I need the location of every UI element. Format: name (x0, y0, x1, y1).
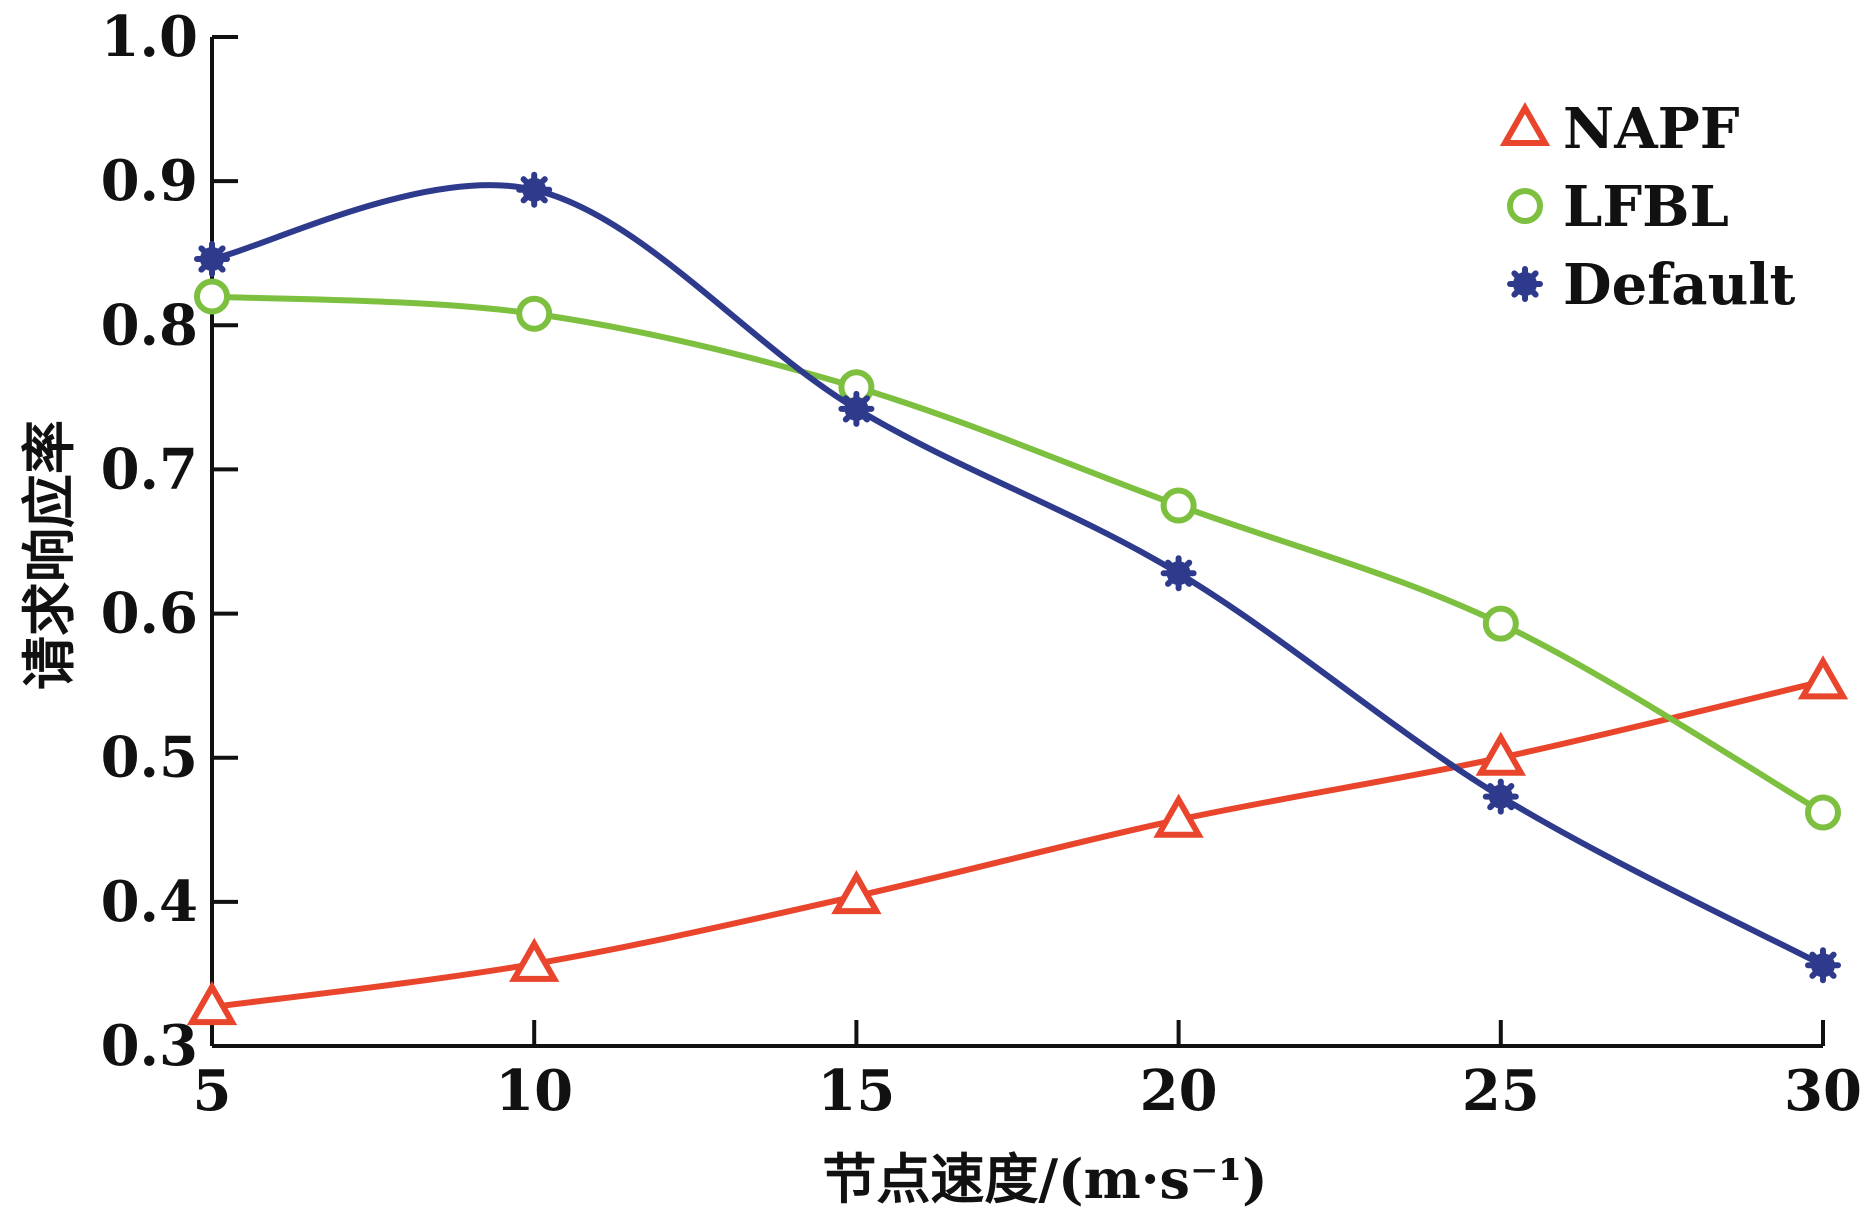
y-tick-label: 0.4 (101, 869, 198, 935)
y-tick-label: 1.0 (101, 4, 198, 70)
y-tick-label: 0.9 (101, 148, 198, 214)
legend: NAPF LFBL Default (1499, 96, 1796, 318)
y-axis-title: 请求响应率 (17, 420, 81, 690)
legend-marker-default (1507, 266, 1543, 302)
data-point-default (1482, 778, 1519, 815)
data-point-default-ray (1809, 951, 1837, 979)
legend-label-napf: NAPF (1563, 96, 1740, 162)
series-napf (186, 655, 1849, 1026)
data-point-napf (186, 981, 238, 1026)
data-point-napf (1153, 793, 1204, 838)
x-tick-label: 15 (817, 1058, 895, 1124)
data-point-default (516, 171, 553, 208)
y-tick-label: 0.7 (101, 436, 198, 502)
data-point-default (194, 240, 230, 277)
data-point-default-ray (1487, 783, 1515, 811)
y-tick-label: 0.3 (101, 1013, 198, 1079)
series-line-napf (209, 678, 1826, 1011)
x-axis-title: 节点速度/(m·s⁻¹) (822, 1147, 1267, 1211)
data-point-default-ray (198, 245, 226, 273)
y-tick-label: 0.6 (101, 581, 198, 647)
legend-marker-default-ray (1511, 270, 1539, 298)
legend-label-default: Default (1563, 252, 1796, 318)
data-point-default-ray (520, 176, 548, 204)
data-point-lfbl (1482, 605, 1519, 642)
data-point-napf (509, 937, 560, 982)
data-point-default-ray (842, 395, 871, 423)
legend-label-lfbl: LFBL (1563, 174, 1729, 240)
data-point-napf (1475, 731, 1526, 776)
series-default (194, 171, 1841, 984)
x-tick-label: 20 (1140, 1058, 1218, 1124)
series-layer (186, 171, 1849, 1026)
data-point-default (1805, 947, 1841, 984)
data-point-lfbl (1160, 487, 1197, 524)
data-point-napf (831, 870, 882, 915)
data-point-napf (1797, 655, 1849, 700)
data-point-default-ray (1164, 559, 1193, 587)
x-tick-label: 25 (1462, 1058, 1540, 1124)
legend-marker-napf (1499, 101, 1551, 146)
y-tick-label: 0.5 (101, 725, 198, 791)
data-point-lfbl (1805, 794, 1841, 831)
data-point-lfbl (516, 295, 553, 332)
x-tick-label: 30 (1784, 1058, 1862, 1124)
data-point-lfbl (194, 278, 230, 315)
y-tick-label: 0.8 (101, 292, 198, 358)
legend-marker-lfbl (1507, 188, 1543, 224)
axes: 0.3 0.4 0.5 0.6 0.7 0.8 0.9 1.0 5 10 15 20 25 30 (101, 4, 1862, 1124)
series-lfbl (194, 278, 1841, 831)
data-point-default (838, 390, 875, 427)
data-point-default (1160, 555, 1197, 592)
series-line-lfbl (209, 293, 1826, 816)
x-tick-label: 5 (193, 1058, 232, 1124)
series-line-default (209, 182, 1826, 969)
x-tick-label: 10 (495, 1058, 573, 1124)
